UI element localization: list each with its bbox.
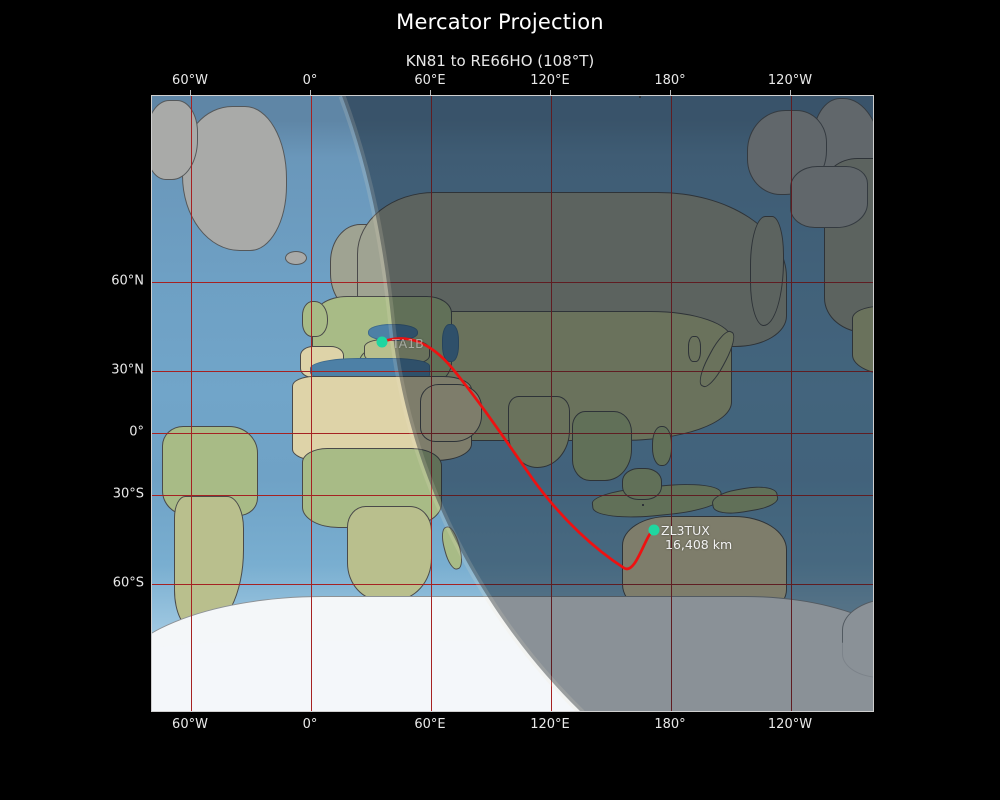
meridian-0: [311, 96, 312, 711]
destination-marker[interactable]: [648, 524, 660, 536]
x-tick-top-2: 60°E: [414, 73, 446, 88]
tickmark-top-5: [790, 90, 791, 95]
chart-subtitle: KN81 to RE66HO (108°T): [405, 52, 595, 70]
parallel-30N: [152, 371, 873, 372]
landmass-iceland: [285, 251, 307, 265]
x-tick-top-5: 120°W: [767, 73, 813, 88]
destination-distance-label: 16,408 km: [665, 537, 733, 552]
meridian-180: [671, 96, 672, 711]
x-tick-top-0: 60°W: [172, 73, 208, 88]
page-title: Mercator Projection: [396, 10, 604, 34]
sea-ice-edge: [152, 641, 873, 711]
great-circle-path: [380, 337, 656, 571]
y-tick-1: 30°N: [111, 362, 144, 378]
tickmark-top-3: [550, 90, 551, 95]
landmass-korea: [688, 336, 701, 362]
x-tick-bottom-3: 120°E: [530, 717, 570, 732]
y-tick-3: 30°S: [112, 486, 144, 502]
x-tick-top-4: 180°: [654, 73, 686, 88]
landmass-greenland: [182, 106, 287, 251]
destination-marker-label: ZL3TUX: [661, 523, 710, 538]
meridian-120E: [551, 96, 552, 711]
parallel-30S: [152, 495, 873, 496]
waterbody-caspian-sea: [442, 324, 459, 362]
x-tick-bottom-2: 60°E: [414, 717, 446, 732]
landmass-canadian-arctic: [152, 100, 198, 180]
y-tick-2: 0°: [129, 424, 144, 440]
x-tick-bottom-4: 180°: [654, 717, 686, 732]
parallel-60N: [152, 282, 873, 283]
x-tick-bottom-1: 0°: [302, 717, 318, 732]
landmass-southern-africa: [347, 506, 432, 601]
map-inner: TA1B ZL3TUX 16,408 km: [152, 96, 873, 711]
landmass-new-zealand: [642, 504, 644, 506]
landmass-southeast-asia: [572, 411, 632, 481]
landmass-india: [508, 396, 570, 468]
origin-marker[interactable]: [376, 336, 388, 348]
landmass-british-isles: [302, 301, 328, 337]
tickmark-top-1: [310, 90, 311, 95]
y-tick-4: 60°S: [112, 575, 144, 591]
parallel-60S: [152, 584, 873, 585]
origin-marker-label: TA1B: [392, 336, 424, 351]
tickmark-top-2: [430, 90, 431, 95]
x-tick-top-1: 0°: [302, 73, 318, 88]
tickmark-top-0: [190, 90, 191, 95]
meridian-120W: [791, 96, 792, 711]
meridian-60E: [431, 96, 432, 711]
meridian-60W: [191, 96, 192, 711]
landmass-new-zealand-north: [639, 96, 641, 98]
landmass-borneo: [622, 468, 662, 500]
x-tick-bottom-5: 120°W: [767, 717, 813, 732]
landmass-alaska: [790, 166, 868, 228]
parallel-0: [152, 433, 873, 434]
map-canvas[interactable]: TA1B ZL3TUX 16,408 km: [151, 95, 874, 712]
x-tick-top-3: 120°E: [530, 73, 570, 88]
landmass-kamchatka: [750, 216, 784, 326]
y-tick-0: 60°N: [111, 273, 144, 289]
tickmark-top-4: [670, 90, 671, 95]
x-tick-bottom-0: 60°W: [172, 717, 208, 732]
